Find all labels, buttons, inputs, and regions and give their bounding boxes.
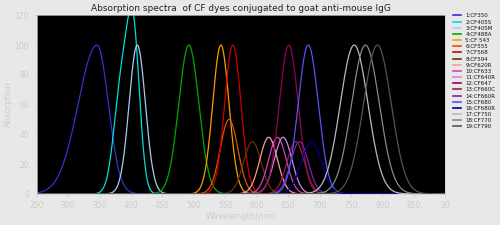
Legend: 1:CF350, 2:CF405S, 3:CF405M, 4:CF488A, 5:CF 543, 6:CF555, 7:CF568, 8:CF594, 9:CF: 1:CF350, 2:CF405S, 3:CF405M, 4:CF488A, 5… — [452, 13, 496, 130]
Title: Absorption spectra  of CF dyes conjugated to goat anti-mouse IgG: Absorption spectra of CF dyes conjugated… — [91, 4, 391, 13]
Y-axis label: Absorption: Absorption — [4, 82, 13, 127]
X-axis label: Wavelength(nm): Wavelength(nm) — [206, 212, 276, 221]
